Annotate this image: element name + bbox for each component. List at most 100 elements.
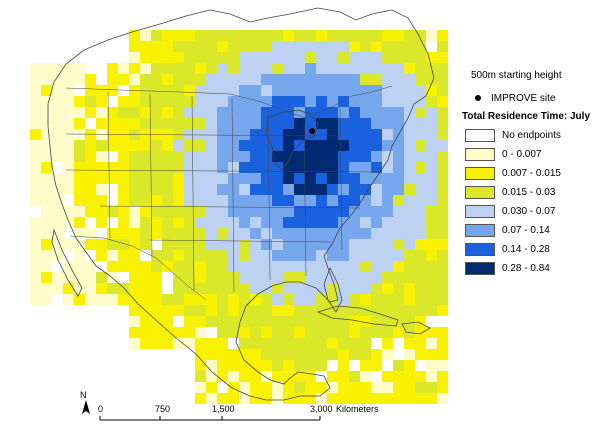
grid-cell — [382, 327, 393, 338]
grid-cell — [404, 360, 415, 371]
grid-cell — [294, 217, 305, 228]
grid-cell — [250, 217, 261, 228]
grid-cell — [228, 206, 239, 217]
grid-cell — [349, 206, 360, 217]
grid-cell — [327, 393, 338, 404]
grid-cell — [195, 239, 206, 250]
grid-cell — [382, 239, 393, 250]
grid-cell — [437, 184, 448, 195]
grid-cell — [206, 250, 217, 261]
grid-cell — [371, 250, 382, 261]
grid-cell — [151, 195, 162, 206]
grid-cell — [360, 206, 371, 217]
grid-cell — [129, 283, 140, 294]
grid-cell — [217, 349, 228, 360]
state-grid-h2 — [65, 169, 381, 173]
grid-cell — [294, 118, 305, 129]
grid-cell — [162, 52, 173, 63]
grid-cell — [184, 41, 195, 52]
baja-outline — [51, 228, 83, 297]
grid-cell — [294, 63, 305, 74]
grid-cell — [74, 162, 85, 173]
grid-cell — [404, 85, 415, 96]
grid-cell — [140, 41, 151, 52]
grid-cell — [283, 195, 294, 206]
grid-cell — [239, 272, 250, 283]
grid-cell — [305, 239, 316, 250]
grid-cell — [107, 107, 118, 118]
grid-cell — [250, 107, 261, 118]
grid-cell — [426, 74, 437, 85]
grid-cell — [393, 140, 404, 151]
grid-cell — [415, 41, 426, 52]
grid-cell — [228, 173, 239, 184]
grid-cell — [360, 228, 371, 239]
grid-cell — [426, 261, 437, 272]
grid-cell — [206, 206, 217, 217]
grid-cell — [305, 140, 316, 151]
grid-cell — [382, 228, 393, 239]
grid-cell — [250, 327, 261, 338]
grid-cell — [30, 261, 41, 272]
florida-outline — [323, 267, 343, 313]
grid-cell — [173, 184, 184, 195]
grid-cell — [52, 173, 63, 184]
grid-cell — [272, 217, 283, 228]
grid-cell — [349, 184, 360, 195]
grid-cell — [371, 349, 382, 360]
grid-cell — [250, 63, 261, 74]
grid-cell — [140, 283, 151, 294]
grid-cell — [228, 184, 239, 195]
grid-cell — [393, 41, 404, 52]
grid-cell — [107, 283, 118, 294]
grid-cell — [63, 140, 74, 151]
grid-cell — [415, 184, 426, 195]
grid-cell — [404, 41, 415, 52]
grid-cell — [228, 30, 239, 41]
grid-cell — [184, 63, 195, 74]
grid-cell — [85, 195, 96, 206]
grid-cell — [52, 96, 63, 107]
grid-cell — [404, 96, 415, 107]
grid-cell — [437, 217, 448, 228]
grid-cell — [228, 96, 239, 107]
grid-cell — [151, 250, 162, 261]
grid-cell — [184, 151, 195, 162]
grid-cell — [151, 96, 162, 107]
grid-cell — [437, 382, 448, 393]
grid-cell — [437, 30, 448, 41]
grid-cell — [371, 228, 382, 239]
grid-cell — [250, 349, 261, 360]
grid-cell — [261, 184, 272, 195]
grid-cell — [272, 107, 283, 118]
grid-cell — [371, 316, 382, 327]
grid-cell — [250, 250, 261, 261]
grid-cell — [129, 272, 140, 283]
grid-cell — [338, 151, 349, 162]
grid-cell — [228, 85, 239, 96]
grid-cell — [118, 173, 129, 184]
grid-cell — [349, 162, 360, 173]
grid-cell — [107, 162, 118, 173]
grid-cell — [140, 52, 151, 63]
scale-unit: Kilometers — [336, 404, 379, 414]
grid-cell — [382, 305, 393, 316]
grid-cell — [52, 250, 63, 261]
grid-cell — [239, 250, 250, 261]
grid-cell — [393, 371, 404, 382]
grid-cell — [382, 316, 393, 327]
grid-cell — [217, 151, 228, 162]
grid-cell — [74, 173, 85, 184]
grid-cell — [360, 74, 371, 85]
grid-cell — [52, 206, 63, 217]
grid-cell — [283, 151, 294, 162]
grid-cell — [437, 283, 448, 294]
grid-cell — [195, 129, 206, 140]
grid-cell — [173, 118, 184, 129]
grid-cell — [151, 327, 162, 338]
grid-cell — [239, 195, 250, 206]
grid-cell — [437, 272, 448, 283]
grid-cell — [360, 162, 371, 173]
grid-cell — [294, 283, 305, 294]
grid-cell — [272, 327, 283, 338]
